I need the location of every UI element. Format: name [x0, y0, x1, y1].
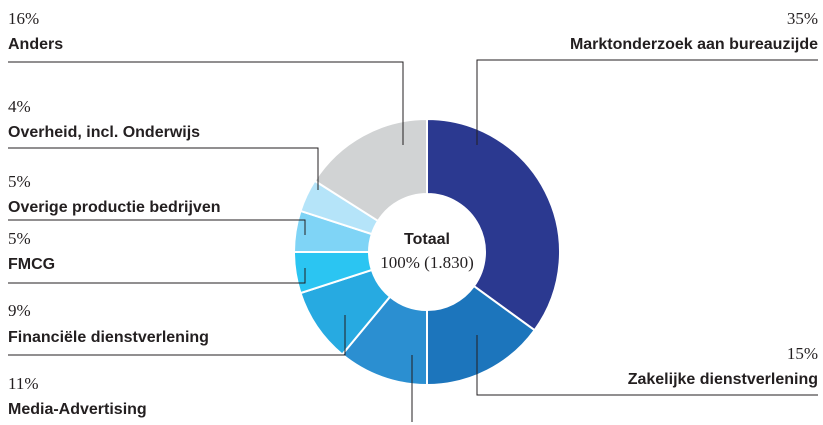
value-label: 11%: [8, 374, 39, 393]
center-label: 100% (1.830): [380, 253, 473, 272]
center-title: Totaal: [404, 231, 450, 248]
category-label: Overheid, incl. Onderwijs: [8, 124, 200, 141]
category-label: FMCG: [8, 256, 55, 273]
category-label: Overige productie bedrijven: [8, 199, 221, 216]
leader-line: [476, 59, 818, 145]
value-label: 5%: [8, 172, 31, 191]
leader-line: [8, 219, 306, 235]
donut-segment: [313, 117, 428, 223]
value-label: 4%: [8, 97, 31, 116]
value-label: 5%: [8, 229, 31, 248]
leader-line: [476, 335, 818, 396]
leader-line: [8, 147, 319, 190]
leader-line: [8, 268, 306, 284]
donut-segment: [426, 284, 536, 387]
donut-segment: [426, 117, 561, 332]
category-label: Zakelijke dienstverlening: [628, 371, 818, 388]
leader-line: [8, 61, 404, 145]
category-label: Financiële dienstverlening: [8, 329, 209, 346]
value-label: 9%: [8, 301, 31, 320]
category-label: Marktonderzoek aan bureauzijde: [570, 36, 818, 53]
category-label: Anders: [8, 36, 63, 53]
value-label: 35%: [787, 9, 818, 28]
leader-line: [8, 315, 346, 356]
value-label: 15%: [787, 344, 818, 363]
category-label: Media-Advertising: [8, 401, 147, 418]
value-label: 16%: [8, 9, 39, 28]
